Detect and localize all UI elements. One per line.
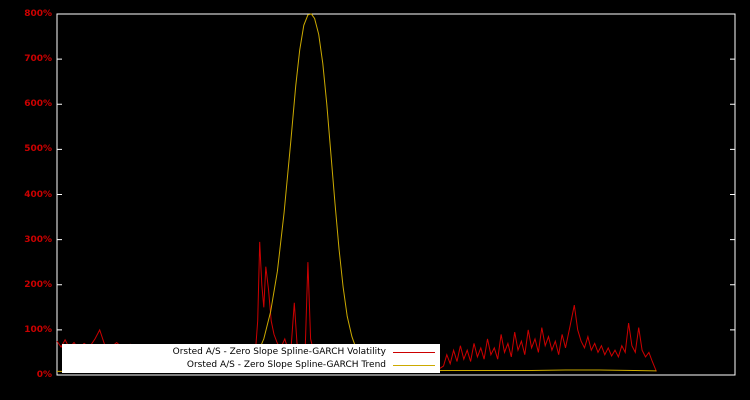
volatility-line-sample-icon	[393, 351, 435, 353]
trend-line-sample-icon	[393, 364, 435, 366]
y-axis-tick-label: 300%	[24, 234, 52, 245]
legend: Orsted A/S - Zero Slope Spline-GARCH Vol…	[62, 344, 440, 373]
y-axis-tick-label: 400%	[24, 189, 52, 200]
y-axis-tick-label: 0%	[36, 370, 52, 380]
legend-item-trend: Orsted A/S - Zero Slope Spline-GARCH Tre…	[62, 359, 440, 372]
plot-frame	[56, 13, 736, 376]
series-line-trend	[57, 13, 657, 372]
y-axis-tick-label: 500%	[24, 144, 52, 155]
y-axis-tick-label: 700%	[24, 54, 52, 65]
legend-label-volatility: Orsted A/S - Zero Slope Spline-GARCH Vol…	[172, 346, 386, 357]
y-axis-tick-label: 100%	[24, 324, 52, 335]
y-axis-tick-label: 800%	[24, 9, 52, 19]
legend-item-volatility: Orsted A/S - Zero Slope Spline-GARCH Vol…	[62, 346, 440, 359]
legend-label-trend: Orsted A/S - Zero Slope Spline-GARCH Tre…	[186, 359, 386, 370]
y-axis-tick-label: 600%	[24, 99, 52, 110]
y-axis-tick-label: 200%	[24, 279, 52, 290]
